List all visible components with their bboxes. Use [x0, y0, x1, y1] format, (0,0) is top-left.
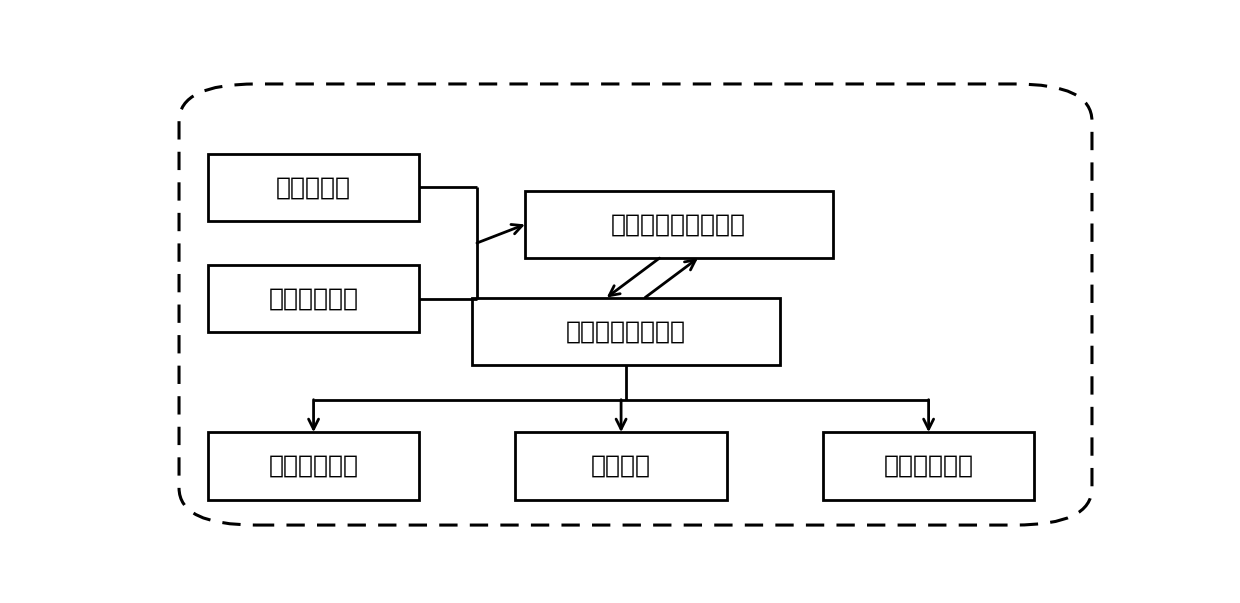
FancyBboxPatch shape	[823, 432, 1034, 499]
Text: 弱可压方程: 弱可压方程	[277, 175, 351, 199]
Text: 离心泵全流场计算: 离心泵全流场计算	[565, 319, 686, 343]
Text: 扬程计算: 扬程计算	[591, 454, 651, 478]
FancyBboxPatch shape	[208, 432, 419, 499]
FancyBboxPatch shape	[525, 191, 832, 258]
FancyBboxPatch shape	[208, 265, 419, 332]
Text: 动态应力模式: 动态应力模式	[269, 286, 358, 311]
FancyBboxPatch shape	[208, 154, 419, 221]
Text: 汽蚀余量计算: 汽蚀余量计算	[884, 454, 973, 478]
Text: 水力效率计算: 水力效率计算	[269, 454, 358, 478]
FancyBboxPatch shape	[179, 84, 1092, 525]
Text: 弱可压流动计算方法: 弱可压流动计算方法	[611, 212, 746, 236]
FancyBboxPatch shape	[516, 432, 727, 499]
FancyBboxPatch shape	[472, 297, 780, 365]
